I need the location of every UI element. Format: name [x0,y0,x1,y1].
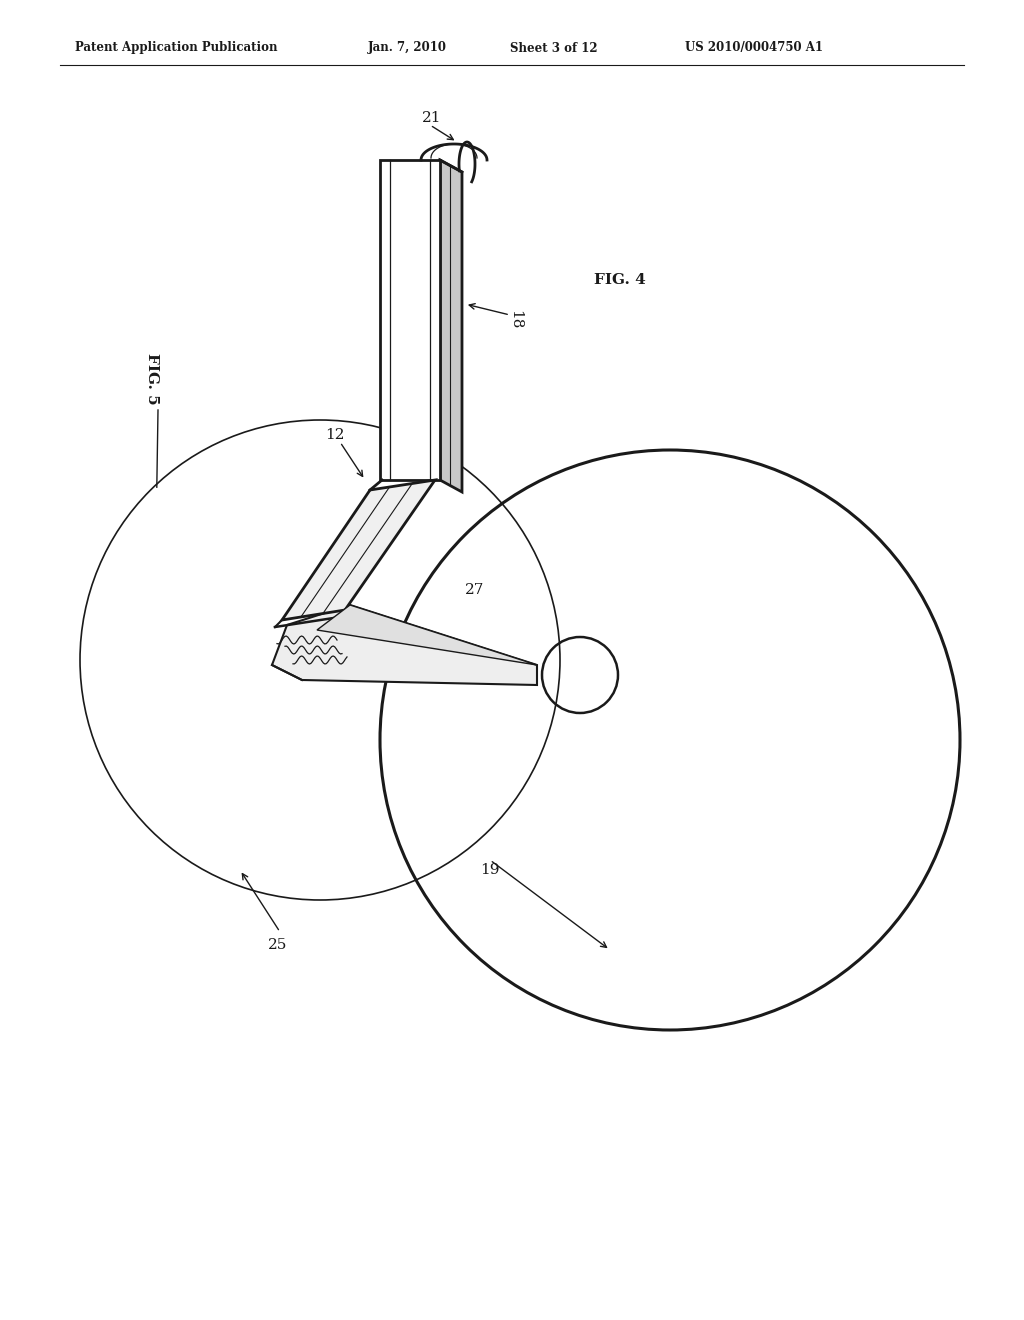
Text: 21: 21 [422,111,441,125]
Text: 27: 27 [465,583,484,597]
Text: 12: 12 [326,428,345,442]
Polygon shape [440,160,462,492]
Polygon shape [272,605,537,685]
Polygon shape [317,605,537,665]
Text: Jan. 7, 2010: Jan. 7, 2010 [368,41,447,54]
Text: Sheet 3 of 12: Sheet 3 of 12 [510,41,598,54]
Polygon shape [282,480,435,620]
Text: FIG. 5: FIG. 5 [145,354,159,405]
Text: 20: 20 [400,628,420,642]
Text: 26: 26 [335,651,354,665]
Text: US 2010/0004750 A1: US 2010/0004750 A1 [685,41,823,54]
Polygon shape [380,160,440,480]
Text: 19: 19 [480,863,500,876]
Text: 18: 18 [508,310,522,330]
Text: Patent Application Publication: Patent Application Publication [75,41,278,54]
Text: FIG. 4: FIG. 4 [594,273,646,286]
Text: 25: 25 [268,939,288,952]
